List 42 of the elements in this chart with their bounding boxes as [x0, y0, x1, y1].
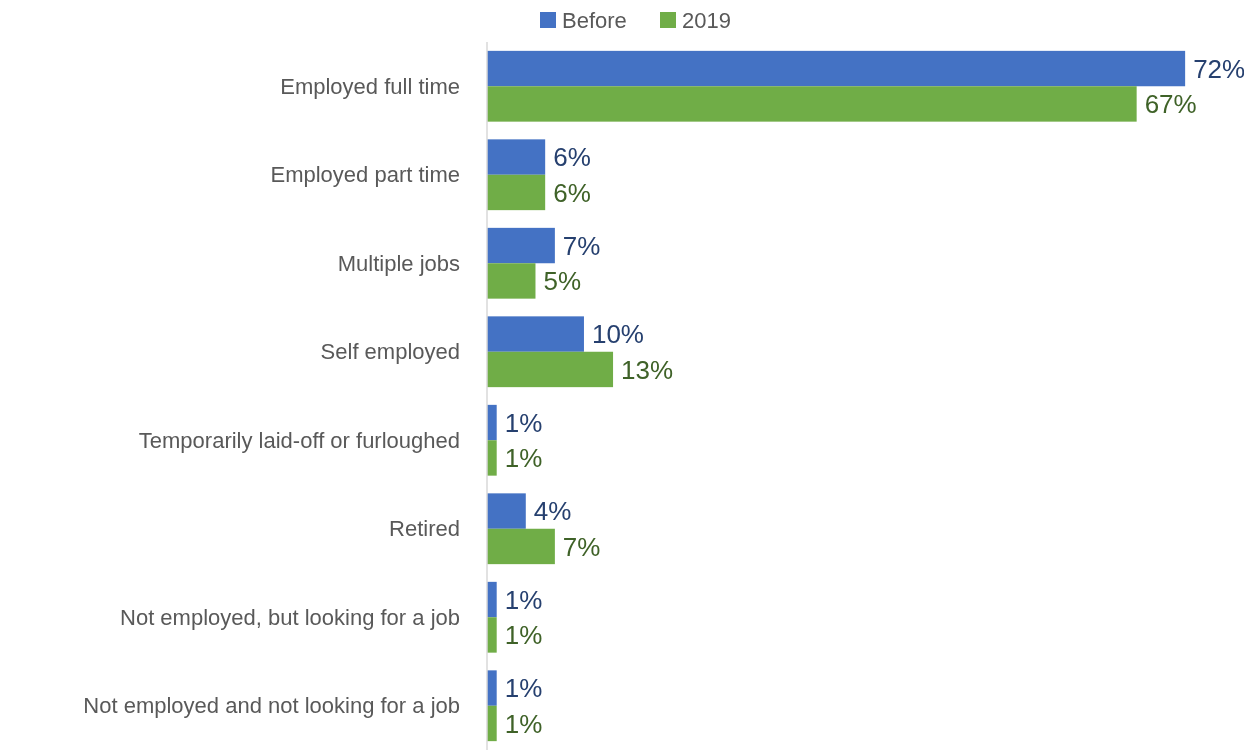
bar: [487, 617, 497, 653]
y-tick-label: Self employed: [320, 339, 460, 365]
y-tick-label: Not employed, but looking for a job: [120, 604, 460, 630]
y-tick-label: Multiple jobs: [337, 250, 460, 276]
y-tick-label: Employed full time: [280, 73, 460, 99]
legend-label: Before: [562, 7, 627, 33]
data-label: 72%: [1193, 53, 1244, 84]
y-tick-label: Temporarily laid-off or furloughed: [138, 427, 460, 453]
y-tick-label: Retired: [389, 516, 460, 542]
data-label: 13%: [621, 354, 674, 385]
data-label: 6%: [553, 142, 591, 173]
y-tick-label: Not employed and not looking for a job: [83, 693, 460, 719]
data-label: 1%: [504, 584, 543, 615]
bar: [487, 705, 497, 742]
bar: [487, 528, 555, 565]
data-label: 4%: [533, 496, 572, 527]
bar: [487, 174, 546, 211]
bar: [487, 316, 584, 352]
data-label: 1%: [504, 443, 543, 474]
bar: [487, 440, 497, 476]
bar: [487, 351, 614, 388]
y-tick-label: Employed part time: [270, 162, 460, 188]
data-label: 1%: [504, 673, 543, 704]
legend-label: 2019: [682, 7, 731, 33]
data-label: 7%: [562, 531, 601, 562]
data-label: 67%: [1144, 89, 1197, 120]
data-label: 7%: [562, 230, 601, 261]
data-label: 6%: [553, 177, 591, 208]
bar: [487, 493, 526, 529]
bar: [487, 139, 546, 175]
bar: [487, 670, 497, 706]
data-label: 10%: [591, 319, 645, 350]
bar: [487, 581, 497, 618]
bar: [487, 227, 555, 264]
data-label: 1%: [504, 708, 543, 739]
bar: [487, 404, 497, 441]
data-label: 5%: [543, 266, 582, 297]
bar: [487, 86, 1137, 122]
bar: [487, 263, 536, 299]
data-label: 1%: [504, 407, 543, 438]
data-label: 1%: [504, 620, 543, 651]
bar: [487, 50, 1186, 87]
